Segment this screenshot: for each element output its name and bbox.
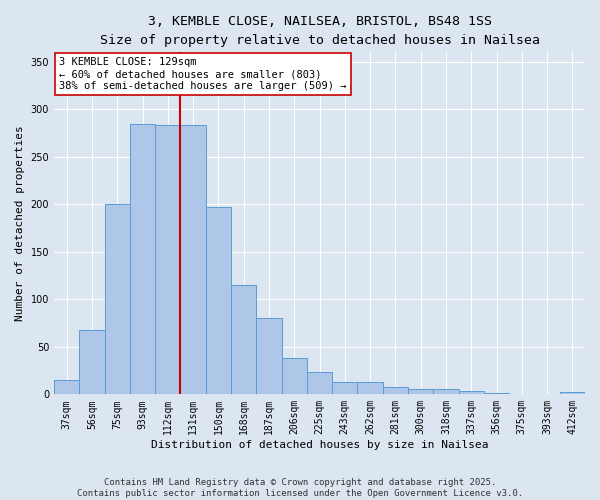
Bar xyxy=(104,204,130,394)
Bar xyxy=(155,126,181,394)
X-axis label: Distribution of detached houses by size in Nailsea: Distribution of detached houses by size … xyxy=(151,440,488,450)
Bar xyxy=(231,285,256,395)
Bar xyxy=(79,330,104,394)
Text: 3 KEMBLE CLOSE: 129sqm
← 60% of detached houses are smaller (803)
38% of semi-de: 3 KEMBLE CLOSE: 129sqm ← 60% of detached… xyxy=(59,58,347,90)
Bar xyxy=(408,388,433,394)
Bar xyxy=(54,380,79,394)
Bar xyxy=(281,358,307,395)
Bar xyxy=(181,126,206,394)
Bar xyxy=(256,318,281,394)
Bar xyxy=(332,382,358,394)
Bar xyxy=(206,207,231,394)
Bar xyxy=(433,388,458,394)
Y-axis label: Number of detached properties: Number of detached properties xyxy=(15,126,25,321)
Bar xyxy=(307,372,332,394)
Text: Contains HM Land Registry data © Crown copyright and database right 2025.
Contai: Contains HM Land Registry data © Crown c… xyxy=(77,478,523,498)
Bar xyxy=(130,124,155,394)
Bar xyxy=(458,390,484,394)
Bar xyxy=(383,386,408,394)
Title: 3, KEMBLE CLOSE, NAILSEA, BRISTOL, BS48 1SS
Size of property relative to detache: 3, KEMBLE CLOSE, NAILSEA, BRISTOL, BS48 … xyxy=(100,15,539,47)
Bar xyxy=(358,382,383,394)
Bar xyxy=(560,392,585,394)
